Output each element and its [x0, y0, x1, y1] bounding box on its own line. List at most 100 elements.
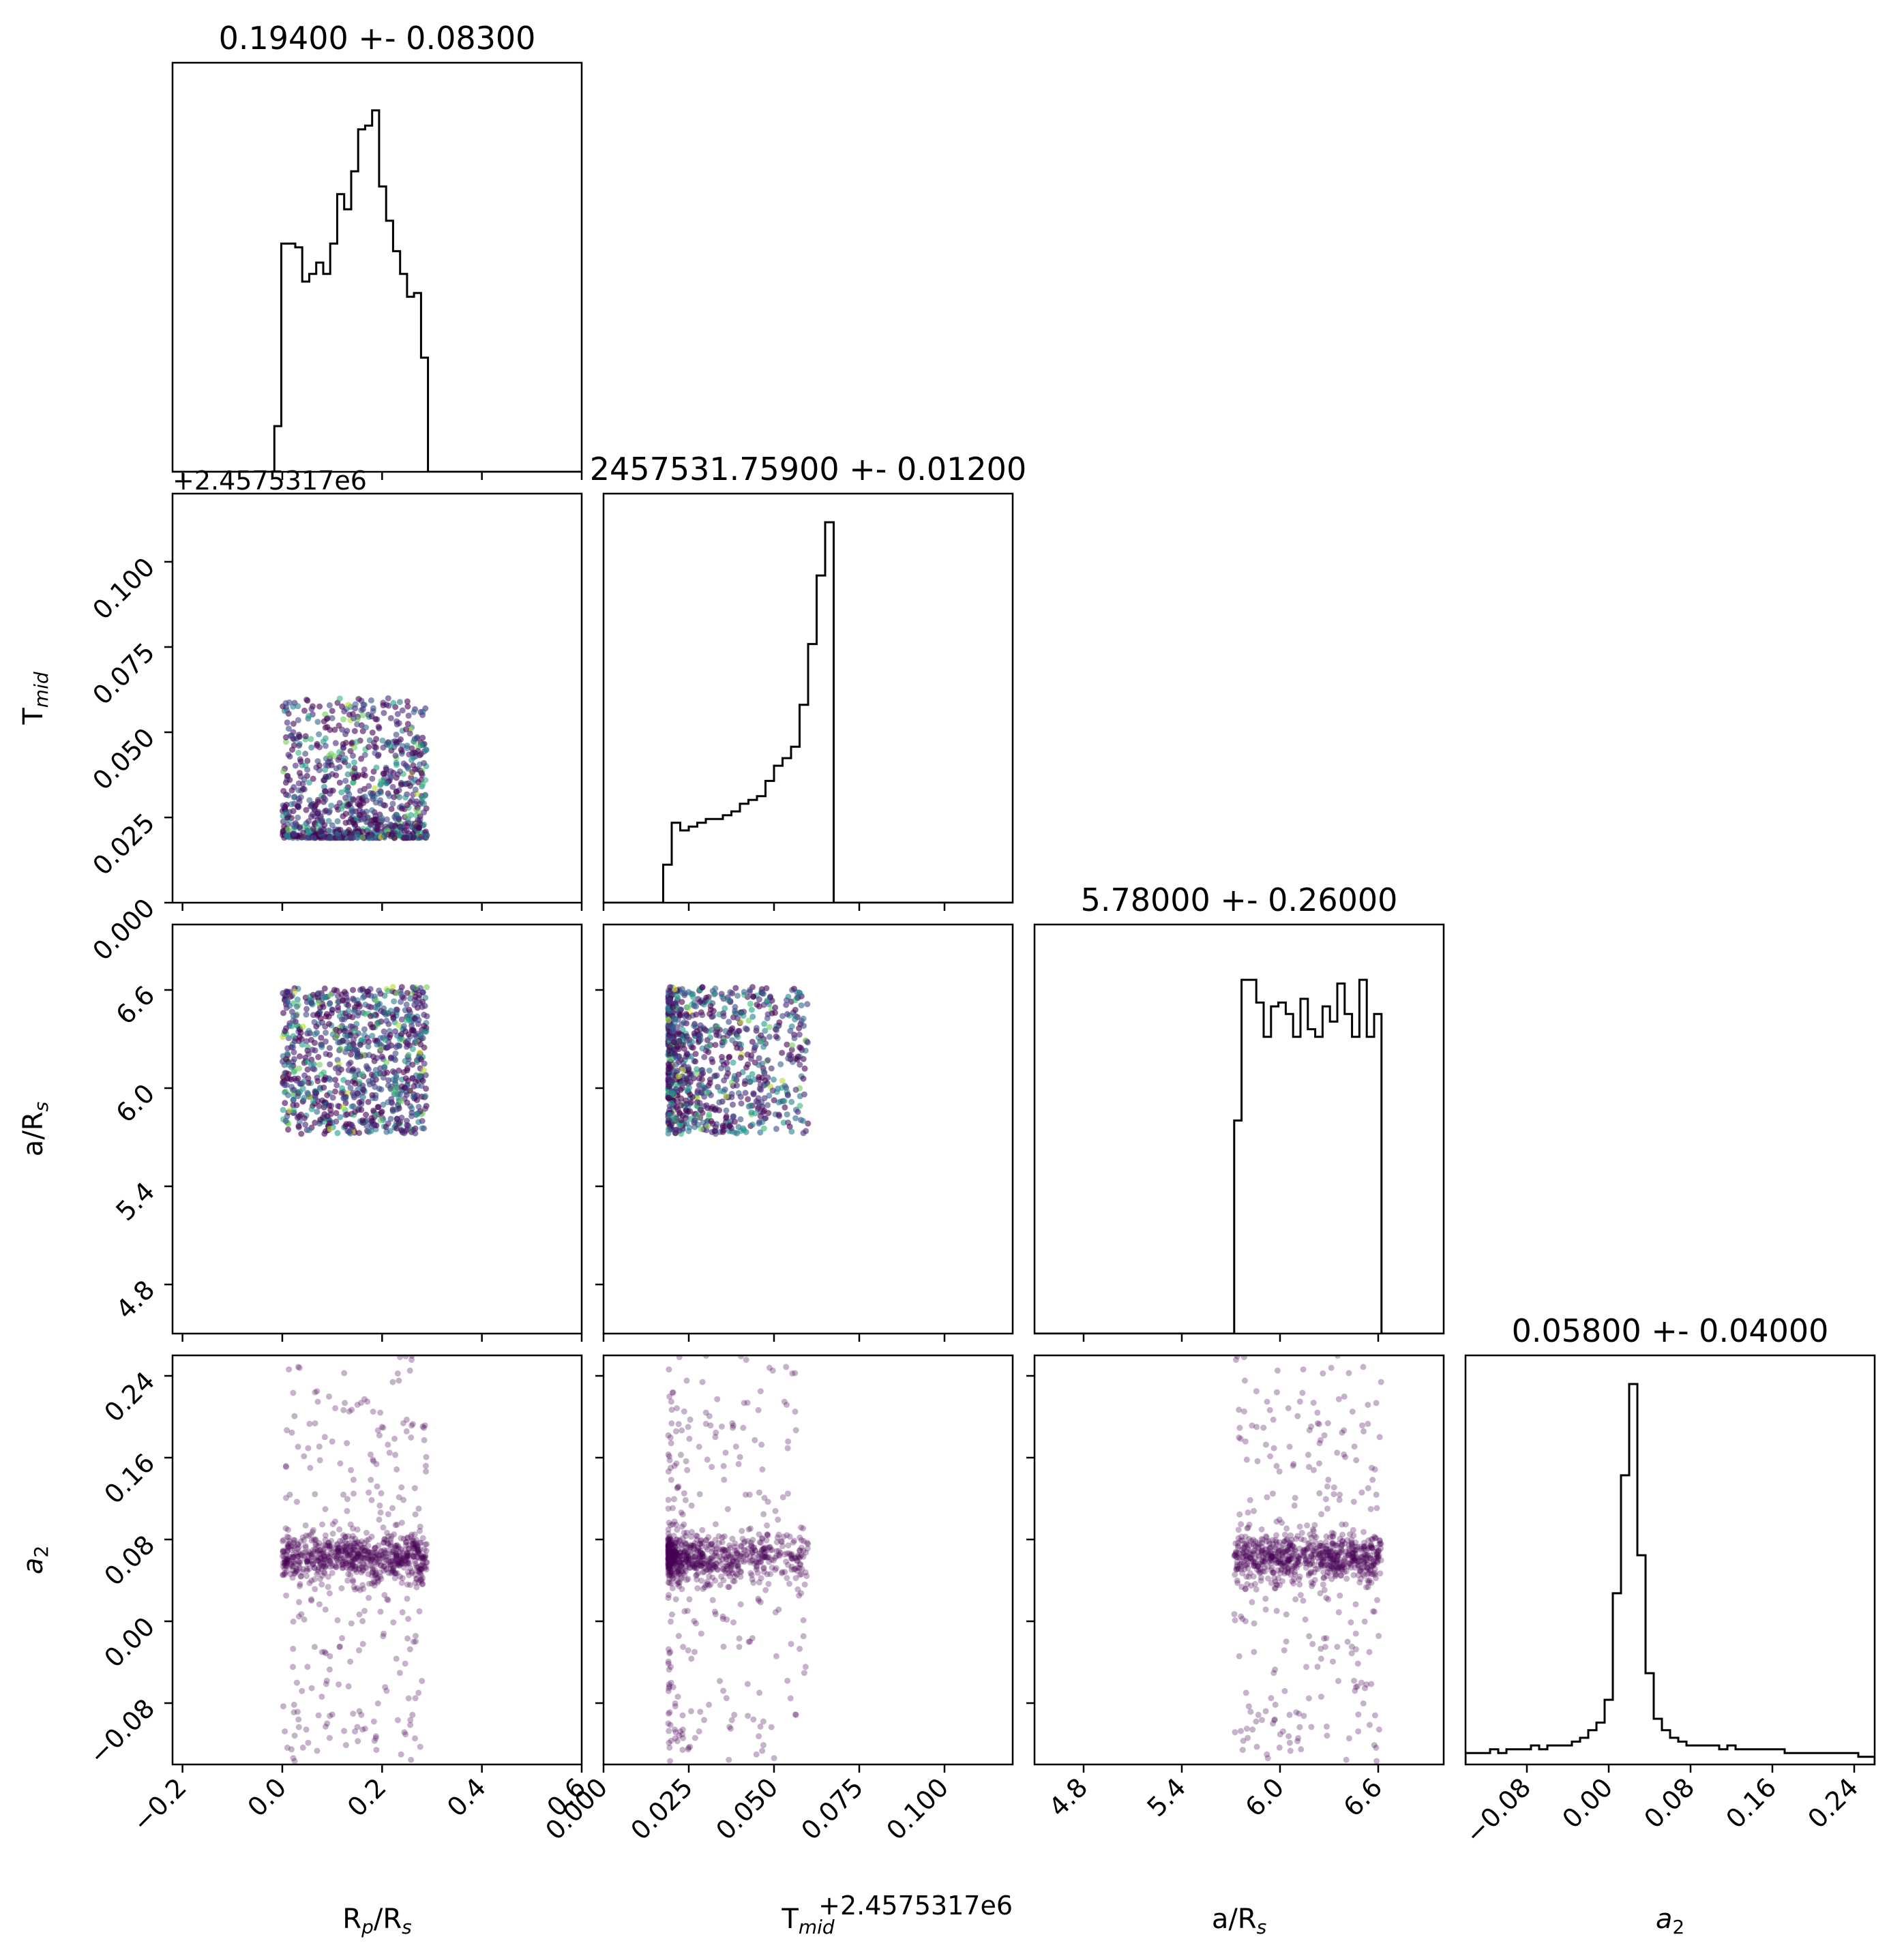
sample-point: [299, 1023, 306, 1030]
sample-point: [699, 1540, 706, 1547]
sample-point: [685, 1744, 692, 1751]
sample-point: [377, 797, 384, 804]
sample-point: [697, 1540, 704, 1547]
sample-point: [728, 1564, 734, 1571]
sample-point: [415, 748, 421, 754]
sample-point: [665, 1536, 672, 1543]
sample-point: [296, 1544, 302, 1550]
sample-point: [342, 1537, 348, 1544]
sample-point: [335, 1064, 342, 1071]
sample-point: [411, 1540, 418, 1547]
panel-3-1: 0.000 0.025 0.050 0.075 0.100: [539, 1354, 1014, 1846]
sample-point: [1305, 1452, 1311, 1458]
sample-point: [380, 1633, 387, 1640]
sample-point: [377, 1509, 384, 1516]
sample-point: [706, 1573, 713, 1580]
sample-point: [668, 1559, 675, 1566]
sample-point: [1345, 1552, 1352, 1559]
sample-point: [359, 1567, 366, 1574]
sample-point: [393, 1557, 400, 1563]
sample-point: [792, 1711, 799, 1718]
sample-point: [693, 1565, 700, 1572]
sample-point: [687, 1565, 694, 1571]
sample-point: [291, 1038, 298, 1044]
sample-point: [709, 1566, 716, 1573]
sample-point: [362, 1564, 369, 1571]
sample-point: [665, 1542, 672, 1548]
sample-point: [788, 1563, 795, 1570]
sample-point: [286, 1537, 293, 1544]
sample-point: [1246, 1550, 1253, 1557]
sample-point: [406, 1546, 413, 1552]
sample-point: [340, 1554, 346, 1561]
sample-point: [421, 1565, 428, 1572]
sample-point: [360, 1552, 367, 1559]
sample-point: [665, 1560, 672, 1567]
sample-point: [356, 1647, 362, 1654]
sample-point: [678, 1576, 685, 1582]
sample-point: [766, 1364, 773, 1371]
sample-point: [719, 1546, 726, 1553]
sample-point: [694, 1536, 700, 1543]
sample-point: [718, 991, 725, 997]
sample-point: [417, 1576, 423, 1583]
sample-point: [760, 1554, 767, 1561]
sample-point: [284, 1548, 291, 1554]
sample-point: [416, 1565, 423, 1572]
sample-point: [1273, 1462, 1280, 1469]
sample-point: [293, 1499, 300, 1505]
sample-point: [742, 1089, 749, 1096]
sample-point: [294, 1546, 301, 1552]
sample-point: [417, 1550, 423, 1557]
panel-frame: [171, 61, 583, 473]
sample-point: [295, 717, 301, 723]
sample-point: [398, 1484, 405, 1491]
sample-point: [1251, 1560, 1258, 1567]
sample-point: [666, 1544, 673, 1550]
sample-point: [763, 985, 770, 991]
sample-point: [299, 1744, 306, 1751]
sample-point: [800, 1548, 807, 1554]
sample-point: [679, 1568, 686, 1575]
sample-point: [409, 1537, 416, 1543]
sample-point: [665, 1562, 672, 1569]
sample-point: [413, 1536, 419, 1543]
sample-point: [1286, 1553, 1293, 1560]
sample-point: [738, 1569, 745, 1576]
sample-point: [417, 1032, 424, 1039]
sample-point: [286, 753, 293, 760]
sample-point: [700, 1585, 706, 1592]
sample-point: [303, 1532, 310, 1539]
sample-point: [377, 1552, 384, 1559]
sample-point: [756, 1552, 762, 1559]
sample-point: [365, 1548, 372, 1555]
sample-point: [749, 1549, 756, 1556]
sample-point: [682, 1013, 689, 1020]
sample-point: [316, 1556, 323, 1563]
sample-point: [403, 1092, 410, 1098]
sample-point: [1288, 1546, 1295, 1552]
sample-point: [322, 1532, 329, 1539]
sample-point: [349, 1124, 356, 1130]
sample-point: [1255, 1544, 1262, 1550]
sample-point: [340, 1407, 347, 1413]
sample-point: [374, 1579, 381, 1586]
sample-point: [311, 1040, 318, 1047]
sample-point: [697, 1551, 704, 1558]
sample-point: [381, 1567, 387, 1574]
sample-point: [422, 1462, 429, 1469]
sample-point: [682, 1565, 688, 1572]
sample-point: [304, 1664, 311, 1670]
sample-point: [325, 1584, 331, 1591]
sample-point: [730, 1578, 737, 1584]
sample-point: [679, 1546, 685, 1552]
sample-point: [669, 1090, 676, 1097]
sample-point: [302, 751, 309, 757]
sample-point: [665, 1543, 672, 1550]
sample-point: [732, 1562, 739, 1569]
sample-point: [399, 1550, 406, 1557]
sample-point: [1309, 1526, 1316, 1533]
sample-point: [376, 1555, 383, 1562]
sample-point: [398, 1535, 404, 1542]
sample-point: [1239, 1747, 1246, 1754]
